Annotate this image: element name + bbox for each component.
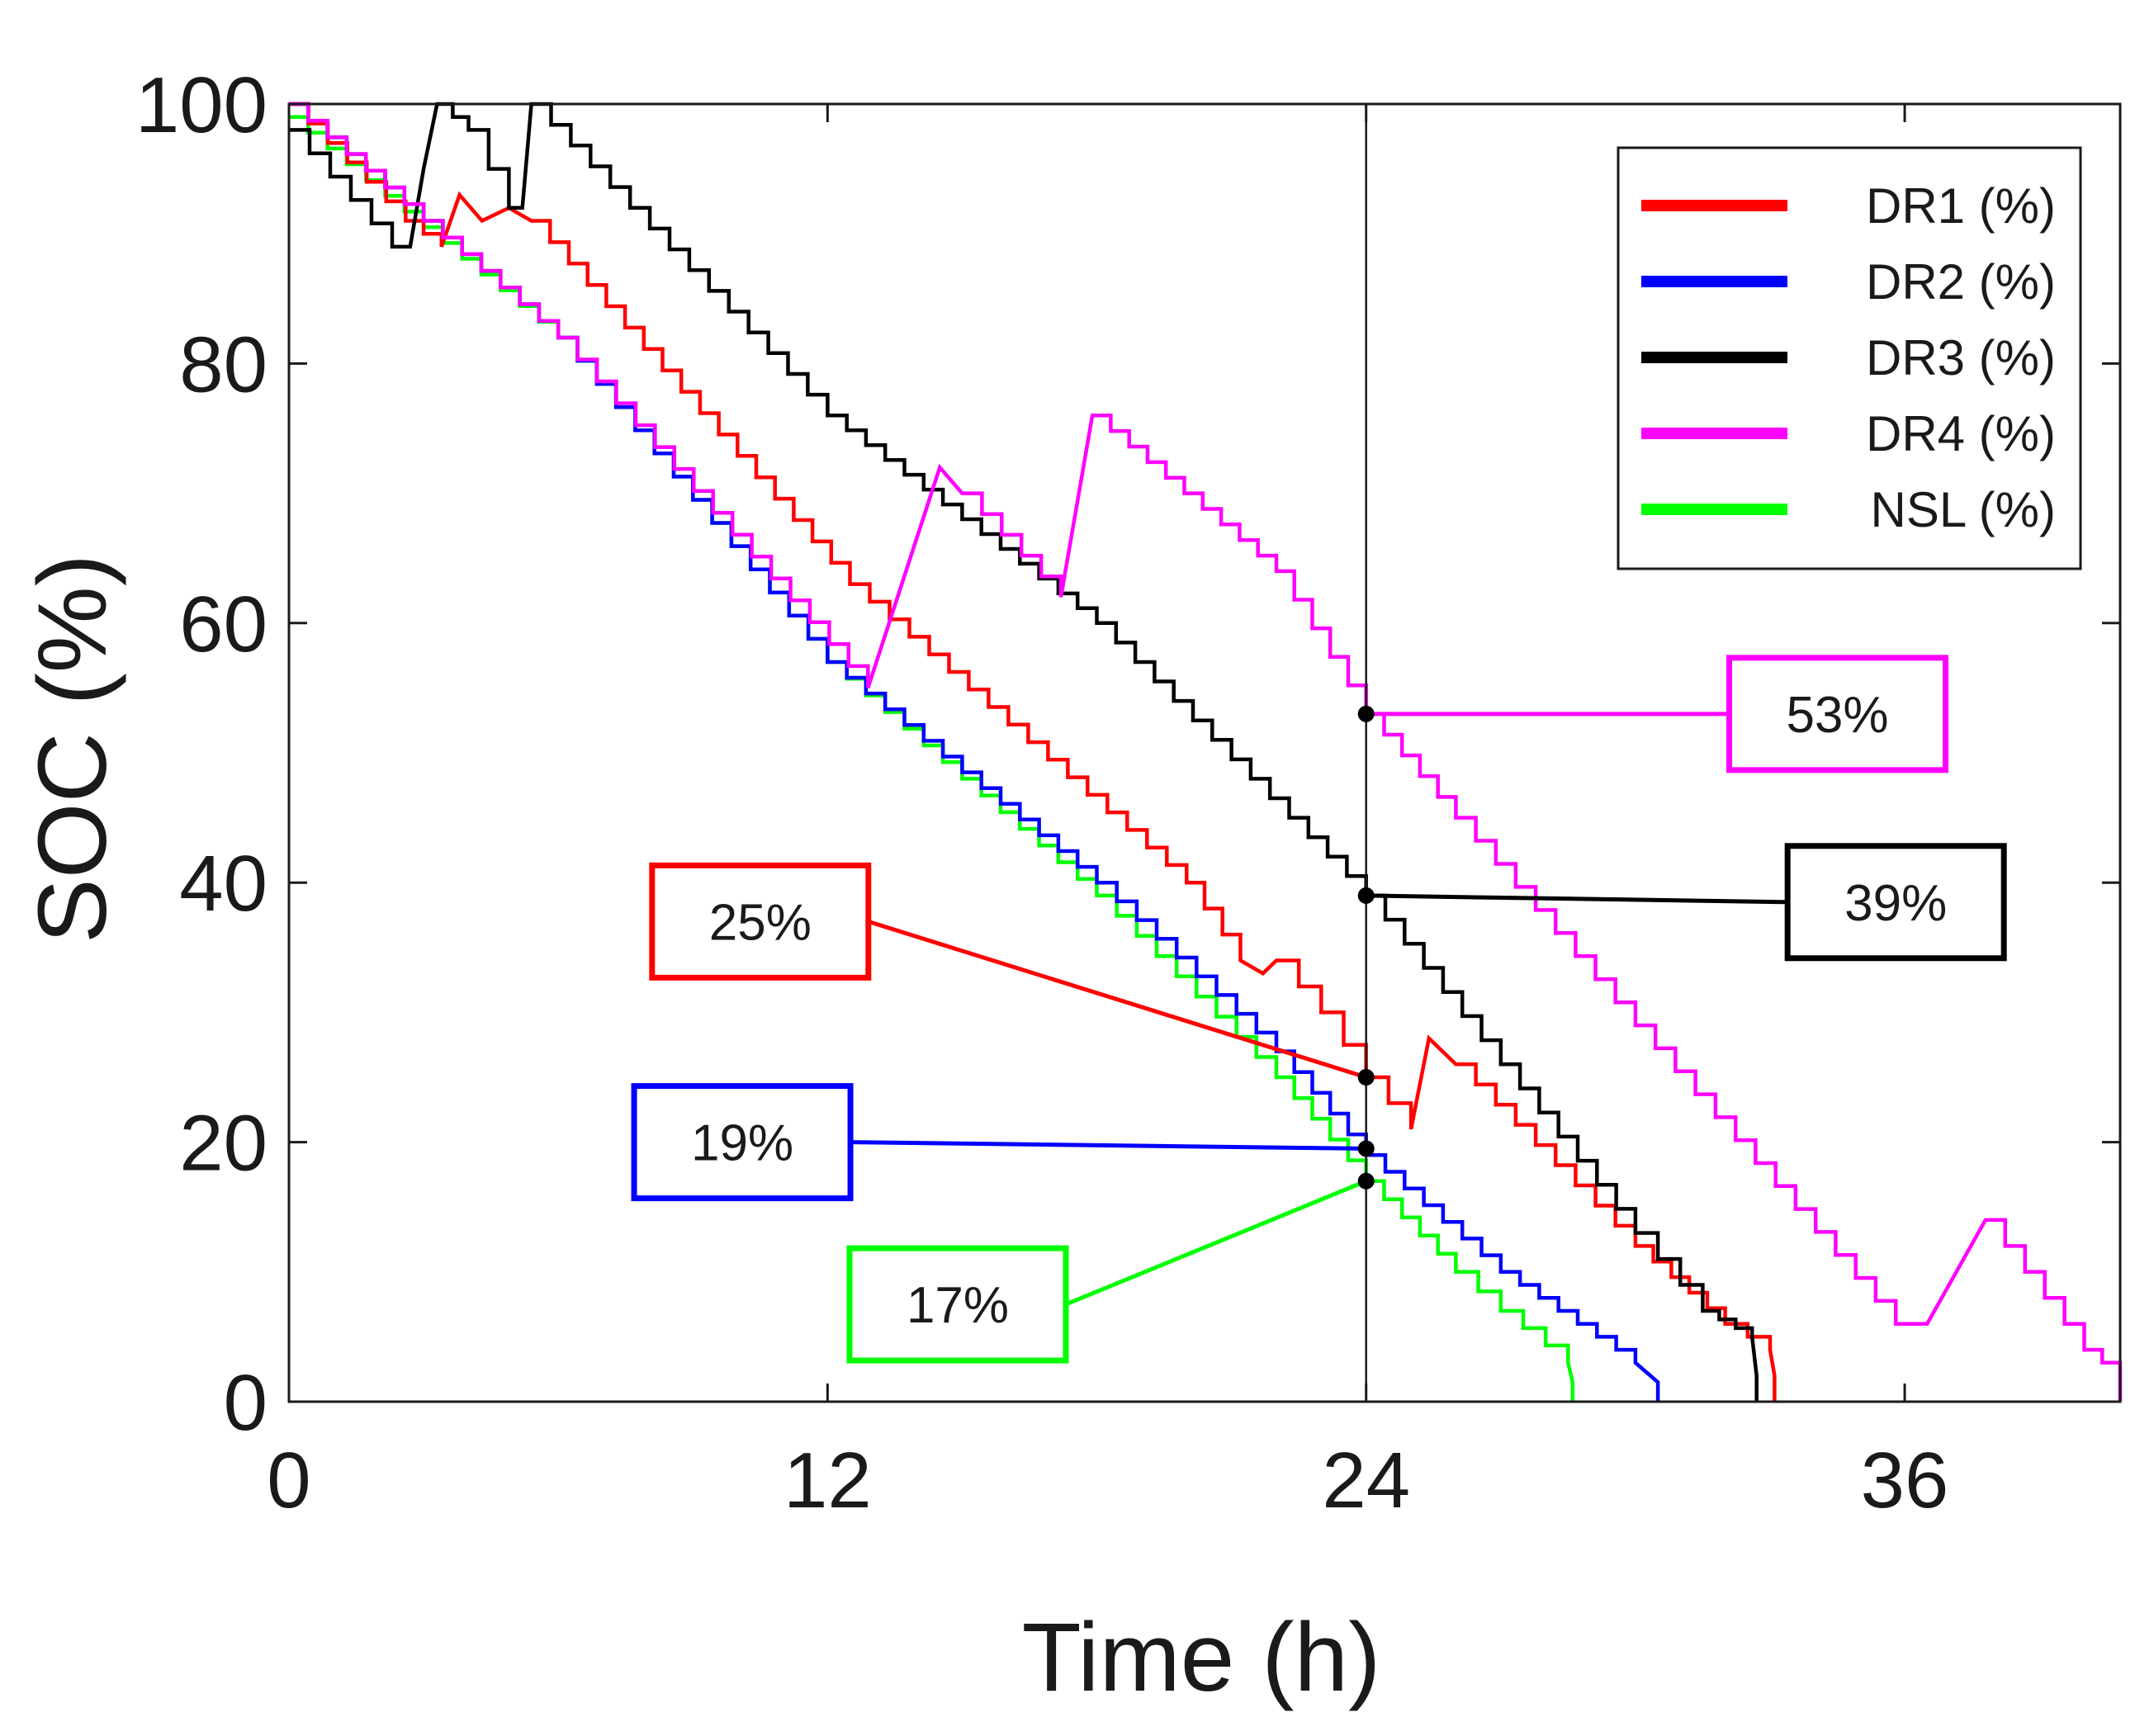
x-tick-label: 36: [1861, 1436, 1949, 1525]
legend-label-dr4: DR4 (%): [1866, 406, 2056, 461]
data-marker-53: [1357, 705, 1375, 722]
y-tick-label: 100: [135, 61, 267, 149]
series-line-dr2: [289, 102, 1660, 1402]
y-tick-label: 0: [224, 1359, 267, 1447]
callout-label-39: 39%: [1844, 875, 1947, 932]
callout-box-17: [846, 1245, 1069, 1364]
callout-box-53: [1726, 655, 1949, 773]
callout-box-39: [1784, 843, 2007, 962]
callout-label-19: 19%: [691, 1115, 793, 1172]
callout-label-25: 25%: [709, 894, 812, 951]
callout-box-25: [649, 862, 872, 981]
y-tick-label: 80: [179, 320, 267, 409]
x-tick-label: 12: [783, 1436, 872, 1525]
data-marker-25: [1357, 1069, 1375, 1086]
data-marker-17: [1357, 1172, 1375, 1190]
callout-label-17: 17%: [907, 1277, 1009, 1334]
series-line-dr3: [289, 102, 1759, 1402]
plot-frame: [287, 102, 2122, 1403]
x-tick-label: 24: [1322, 1436, 1410, 1525]
callout-leader-39: [1366, 893, 1788, 905]
legend-label-dr3: DR3 (%): [1866, 330, 2056, 386]
y-tick-label: 60: [179, 580, 267, 669]
y-tick-label: 40: [179, 840, 267, 928]
legend-label-nsl: NSL (%): [1871, 482, 2056, 537]
series-line-dr1: [289, 102, 1777, 1402]
series-line-dr4: [289, 102, 2123, 1402]
y-axis-title: SOC (%): [18, 554, 127, 944]
legend-label-dr1: DR1 (%): [1866, 178, 2056, 234]
callout-leader-17: [1065, 1179, 1367, 1307]
callout-label-53: 53%: [1786, 687, 1888, 744]
callout-leader-19: [850, 1140, 1366, 1151]
data-marker-19: [1357, 1140, 1375, 1157]
x-tick-label: 0: [267, 1436, 310, 1525]
callout-leader-25: [868, 919, 1367, 1080]
y-tick-label: 20: [179, 1100, 267, 1188]
legend-label-dr2: DR2 (%): [1866, 254, 2056, 310]
x-axis-title: Time (h): [1022, 1603, 1381, 1712]
series-line-nsl: [289, 115, 1575, 1402]
data-marker-39: [1357, 887, 1375, 904]
callout-box-19: [631, 1083, 854, 1202]
